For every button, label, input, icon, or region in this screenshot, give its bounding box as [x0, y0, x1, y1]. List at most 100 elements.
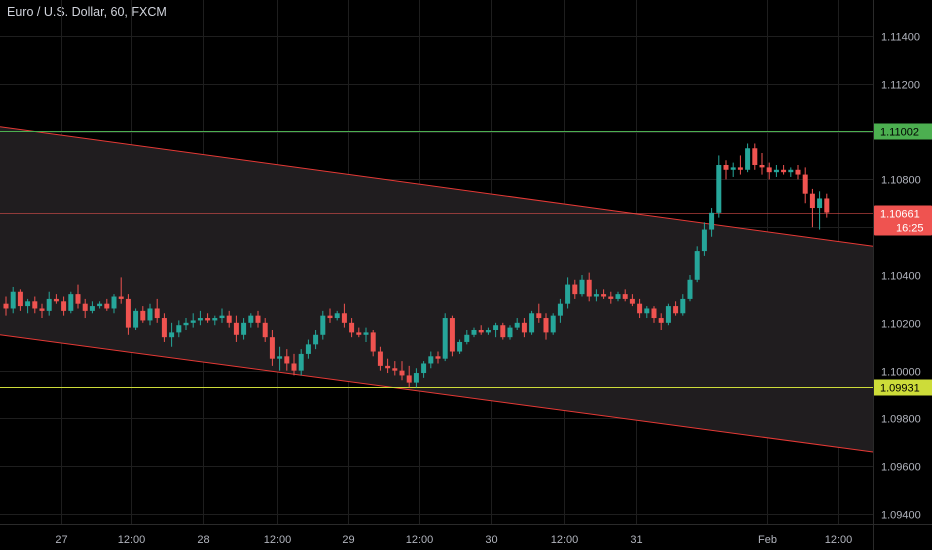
candle [565, 277, 571, 309]
candle [363, 327, 369, 342]
candle [169, 322, 175, 347]
candle-body [752, 148, 758, 165]
candle [500, 322, 506, 340]
channel-upper-line[interactable] [0, 126, 874, 247]
candle [320, 310, 326, 340]
candle [104, 298, 110, 311]
time-tick-label: 30 [485, 534, 497, 546]
candle-body [154, 308, 160, 319]
candle [593, 289, 599, 302]
candle-body [233, 322, 239, 335]
candle [493, 322, 499, 338]
candle [673, 301, 679, 316]
candle [377, 346, 383, 371]
candle [111, 294, 117, 314]
candle [53, 294, 59, 304]
time-tick-label: 27 [55, 534, 67, 546]
candle-body [514, 322, 520, 328]
candle [327, 308, 333, 323]
candle-body [521, 322, 527, 333]
candle-body [435, 356, 441, 359]
candle [629, 294, 635, 307]
candle [572, 279, 578, 299]
channel-lower-line[interactable] [0, 334, 874, 453]
price-tick-label: 1.10800 [881, 175, 921, 187]
candle-body [111, 296, 117, 309]
candle-body [701, 229, 707, 252]
candle-body [169, 332, 175, 338]
candle [737, 155, 743, 175]
candle [752, 143, 758, 170]
candle [809, 188, 815, 228]
candle [75, 284, 81, 309]
candle-body [284, 356, 290, 364]
candle [550, 313, 556, 335]
horizontal-lines-layer[interactable] [0, 131, 873, 388]
candle-body [759, 165, 765, 168]
candle-body [3, 303, 9, 309]
candle [637, 298, 643, 319]
candle-body [428, 356, 434, 364]
candle [133, 308, 139, 330]
candle [205, 313, 211, 323]
candle [514, 318, 520, 330]
candle [687, 275, 693, 302]
candle [709, 208, 715, 237]
candle [241, 318, 247, 340]
candle-body [356, 332, 362, 335]
price-tick-label: 1.11200 [881, 80, 920, 92]
candle-body [687, 279, 693, 299]
price-tick-label: 1.10200 [881, 319, 921, 331]
candle-body [485, 330, 491, 333]
candle-body [10, 291, 16, 309]
channel-layer [0, 126, 874, 453]
candle-body [82, 303, 88, 311]
candle-body [219, 315, 225, 319]
time-axis[interactable]: 27 12:00 28 12:00 29 12:00 30 12:00 31 Feb 12:00 [55, 534, 852, 546]
candle [428, 351, 434, 369]
candle [557, 298, 563, 323]
candle-body [212, 318, 218, 321]
candle [536, 303, 542, 323]
time-tick-label: 31 [630, 534, 642, 546]
candle-body [349, 322, 355, 333]
candle [464, 330, 470, 345]
candle-body [781, 169, 787, 173]
candle [176, 320, 182, 338]
candle-body [392, 368, 398, 371]
candle [61, 296, 67, 316]
candle-body [579, 279, 585, 295]
candle [305, 339, 311, 359]
candle-body [385, 365, 391, 369]
candle-body [68, 294, 74, 311]
candle-body [723, 165, 729, 170]
candle [817, 191, 823, 230]
price-tick-label: 1.09400 [881, 510, 921, 522]
candle [89, 301, 95, 314]
candle [680, 294, 686, 316]
candle-body [53, 298, 59, 302]
candle-body [125, 298, 131, 328]
candle-body [75, 294, 81, 304]
candle-body [176, 325, 182, 333]
candle [421, 361, 427, 378]
candle [586, 272, 592, 302]
candle-body [651, 308, 657, 319]
candle-body [550, 315, 556, 333]
candle-body [615, 294, 621, 299]
candle-body [406, 375, 412, 383]
candle [759, 153, 765, 175]
candle [615, 291, 621, 302]
candle-body [665, 306, 671, 323]
candle-body [716, 165, 722, 213]
support-price-tag-label: 1.09931 [880, 383, 920, 395]
candle [608, 291, 614, 304]
candle [529, 310, 535, 335]
candle [269, 330, 275, 366]
candle-body [298, 353, 304, 371]
price-axis[interactable]: 1.114001.112001.110001.108001.106001.104… [881, 32, 921, 522]
candle-body [104, 303, 110, 309]
candle [140, 306, 146, 323]
candle [601, 289, 607, 299]
